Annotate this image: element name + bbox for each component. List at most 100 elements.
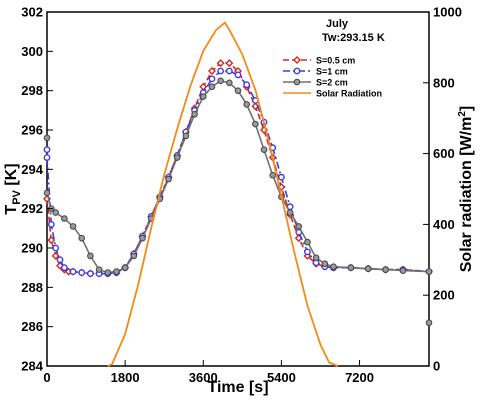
legend-marker	[293, 78, 301, 86]
point-s-2-cm	[286, 209, 294, 216]
y-right-tick-label: 1000	[433, 5, 462, 20]
series-layer	[43, 21, 433, 367]
point-s-2-cm	[382, 266, 389, 273]
y-axis-label-right: Solar radiation [W/m2]	[457, 106, 475, 272]
y-left-tick-label: 300	[21, 44, 43, 59]
y-right-tick-label: 0	[433, 359, 440, 374]
annotation-month: July	[326, 18, 349, 30]
legend-label: S=0.5 cm	[316, 56, 355, 66]
x-axis-label: Time [s]	[207, 379, 268, 396]
point-s-2-cm	[61, 215, 68, 222]
x-tick-label: 3600	[189, 370, 218, 385]
point-s-2-cm	[312, 254, 320, 262]
legend-label: S=1 cm	[316, 67, 348, 77]
y-left-tick-label: 294	[21, 162, 43, 177]
point-s-2-cm	[260, 146, 268, 153]
y-left-unit: [K]	[3, 163, 20, 190]
legend-entry-s-1-cm: S=1 cm	[283, 67, 348, 77]
point-s-2-cm	[304, 238, 311, 246]
point-s-2-cm	[208, 83, 216, 91]
y-left-tick-label: 288	[21, 280, 43, 295]
point-s-2-cm	[173, 154, 181, 161]
legend-marker	[293, 67, 301, 75]
point-s-2-cm	[191, 110, 198, 118]
point-s-2-cm	[78, 234, 86, 242]
point-s-1-cm	[234, 71, 242, 79]
point-s-2-cm	[121, 264, 129, 271]
point-s-2-cm	[165, 175, 172, 183]
point-s-1-cm	[225, 67, 233, 75]
y-left-sub: PV	[11, 189, 23, 204]
x-tick-label: 5400	[267, 370, 296, 385]
y-left-tick-label: 296	[21, 123, 43, 138]
series-solar-radiation	[107, 21, 339, 367]
series-s-2-cm	[43, 77, 433, 276]
point-s-2-cm	[243, 101, 250, 108]
y-right-tick-label: 400	[433, 217, 455, 232]
legend-marker	[293, 56, 301, 64]
point-s-1-cm	[87, 270, 94, 277]
point-s-2-cm	[139, 234, 146, 242]
point-s-2-cm	[130, 252, 138, 260]
point-s-2-cm	[330, 263, 337, 270]
point-s-1-cm	[60, 264, 68, 272]
point-s-1-cm	[52, 244, 60, 252]
y-right-close: ]	[458, 106, 475, 111]
x-tick-label: 7200	[345, 370, 374, 385]
series-line-s-2-cm	[46, 79, 430, 274]
point-s-2-cm	[226, 79, 233, 87]
point-s-2-cm	[399, 267, 407, 274]
y-left-tick-label: 302	[21, 5, 43, 20]
x-tick-label: 0	[43, 370, 50, 385]
y-right-text: Solar radiation [W/m	[458, 117, 475, 273]
point-s-0-5-cm	[216, 59, 225, 68]
annotation-wall-temp: Tw:293.15 K	[322, 32, 385, 44]
legend-entry-s-0-5-cm: S=0.5 cm	[283, 56, 355, 66]
point-s-1-cm	[78, 269, 86, 276]
point-s-2-cm	[217, 77, 224, 85]
point-s-1-cm	[217, 67, 225, 75]
y-left-base: T	[3, 205, 20, 215]
point-s-2-cm	[104, 269, 112, 276]
point-s-2-cm	[295, 223, 303, 230]
point-s-2-cm	[321, 260, 329, 268]
ticks-layer: 0 1800 3600 5400 7200 284 286 288 290 292 294 296 29…	[21, 5, 462, 386]
point-s-1-cm	[56, 256, 64, 264]
point-s-0-5-cm	[225, 59, 234, 68]
point-s-2-cm	[269, 171, 277, 179]
y-right-tick-label: 600	[433, 146, 455, 161]
series-line-solar-radiation	[107, 21, 339, 367]
y-left-tick-label: 292	[21, 201, 43, 216]
point-s-2-cm	[425, 268, 433, 275]
point-s-2-cm	[252, 120, 259, 128]
y-left-tick-label: 286	[21, 319, 43, 334]
point-s-2-cm	[234, 87, 242, 94]
point-s-1-cm	[304, 248, 311, 256]
x-tick-label: 1800	[111, 370, 140, 385]
point-s-1-cm	[43, 154, 51, 161]
y-right-sup: 2	[457, 111, 468, 117]
point-s-1-cm	[278, 173, 285, 181]
point-s-2-cm	[347, 264, 355, 271]
legend-entry-s-2-cm: S=2 cm	[283, 78, 348, 88]
point-s-2-cm	[199, 93, 207, 100]
y-left-tick-label: 290	[21, 241, 43, 256]
point-s-1-cm	[243, 81, 251, 89]
legend-label: S=2 cm	[316, 78, 348, 88]
point-s-2-cm	[43, 189, 51, 197]
point-s-2-cm	[95, 266, 103, 273]
point-s-1-cm	[47, 220, 55, 228]
point-s-1-cm	[43, 146, 51, 154]
point-s-1-cm	[69, 268, 77, 275]
point-s-2-cm	[182, 132, 190, 140]
point-s-0-5-cm	[51, 251, 60, 260]
legend-label: Solar Radiation	[316, 89, 382, 99]
point-s-2-cm	[69, 223, 77, 230]
point-s-2-cm	[87, 252, 94, 260]
y-left-tick-label: 298	[21, 83, 43, 98]
y-left-tick-label: 284	[21, 359, 43, 374]
point-s-2-cm	[43, 134, 51, 142]
legend-entry-solar-radiation: Solar Radiation	[283, 89, 382, 99]
point-s-2-cm	[113, 268, 120, 275]
